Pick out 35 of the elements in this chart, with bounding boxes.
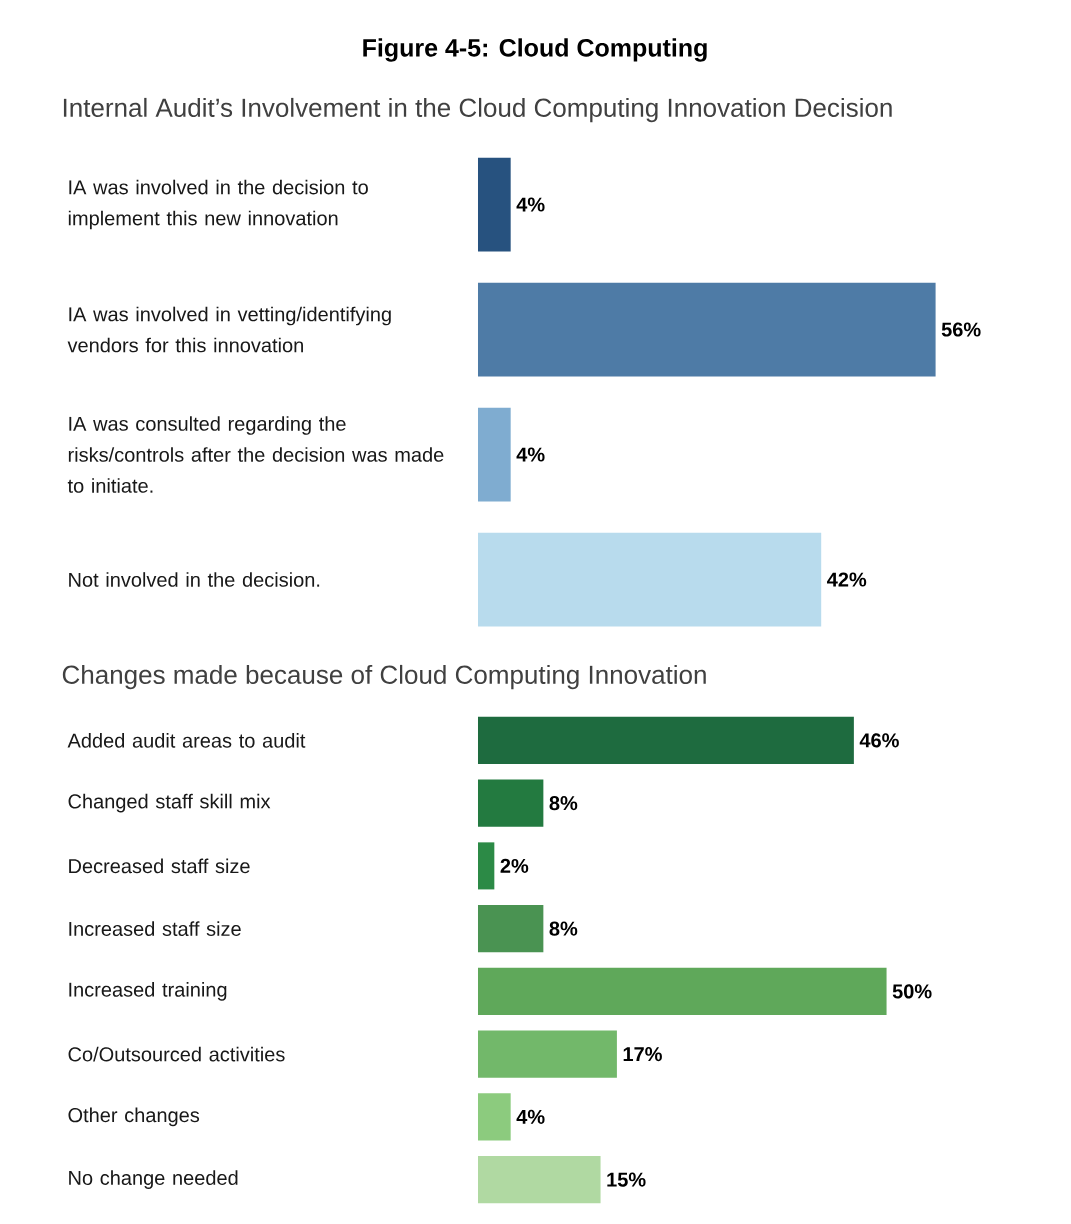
bar (477, 967, 887, 1015)
data-label: 56% (941, 322, 981, 337)
bar (477, 905, 544, 953)
data-label: 17% (623, 1047, 662, 1062)
data-label: 15% (607, 1172, 646, 1187)
data-label: 4% (516, 197, 545, 212)
y-tick-label: IA was involved in the decision to implement this new innovation (68, 179, 368, 230)
y-tick-label: Added audit areas to audit (67, 733, 306, 748)
bar (477, 1093, 511, 1141)
y-tick-label: Increased staff size (69, 921, 241, 936)
bar (477, 1156, 601, 1204)
y-tick-label: Changed staff skill mix (68, 793, 271, 813)
bar (477, 716, 854, 764)
data-label: 8% (549, 921, 578, 936)
y-tick-label: Co/Outsourced activities (68, 1046, 285, 1062)
bar (477, 1030, 617, 1078)
y-tick-label: Decreased staff size (69, 858, 250, 874)
y-tick-label: Other changes (68, 1107, 200, 1127)
y-tick-label: Increased training (69, 982, 227, 1001)
chart-title: Figure 4-5: Cloud Computing (363, 38, 707, 62)
data-label: 4% (516, 447, 545, 462)
y-tick-label: Not involved in the decision. (69, 572, 320, 587)
y-tick-label: IA was consulted regarding the risks/controls after the decision was made to initiate. (67, 416, 444, 493)
y-tick-label: IA was involved in vetting/identifying vendors for this innovation (67, 306, 391, 353)
data-label: 8% (549, 796, 578, 811)
data-label: 4% (516, 1109, 545, 1124)
chart-title: Changes made because of Cloud Computing Innovation (62, 664, 706, 690)
data-label: 50% (892, 984, 932, 999)
data-label: 42% (827, 572, 867, 587)
data-label: 46% (859, 733, 899, 748)
bar (477, 842, 495, 890)
chart-subtitle: Internal Audit’s Involvement in the Cloud Computing Innovation Decision (63, 97, 892, 123)
data-label: 2% (500, 858, 529, 873)
y-tick-label: No change needed (69, 1170, 238, 1189)
bar (477, 779, 544, 827)
